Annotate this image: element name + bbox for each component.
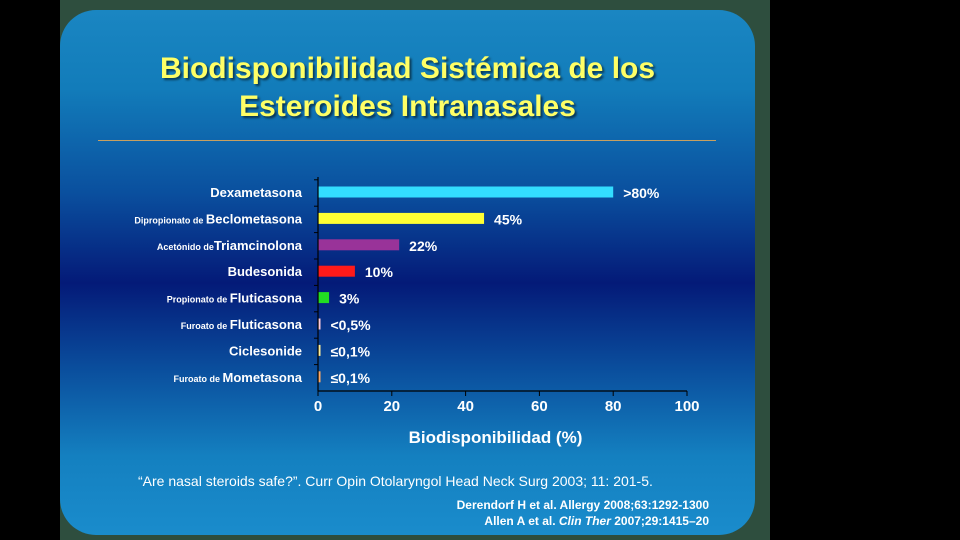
- category-prefix: Propionato de: [167, 295, 230, 305]
- slide-title-line2: Esteroides Intranasales: [239, 90, 576, 123]
- reference-allen-journal: Clin Ther: [558, 514, 611, 528]
- x-tick-label-20: 20: [383, 398, 400, 415]
- category-label-acet-nido-detriamcinolona: Acetónido deTriamcinolona: [157, 238, 303, 253]
- category-label-propionato-de-fluticasona: Propionato de Fluticasona: [167, 291, 303, 306]
- value-label-dipropionato-de-beclometasona: 45%: [494, 211, 523, 227]
- bar-acet-nido-detriamcinolona: [318, 239, 400, 251]
- bar-ciclesonide: [318, 344, 321, 356]
- right-letterbox: [770, 0, 960, 540]
- category-name: Budesonida: [228, 264, 303, 279]
- category-name: Fluticasona: [230, 317, 303, 332]
- bar-furoato-de-fluticasona: [318, 318, 321, 330]
- category-label-dipropionato-de-beclometasona: Dipropionato de Beclometasona: [134, 211, 302, 226]
- value-label-budesonida: 10%: [365, 264, 394, 280]
- bar-furoato-de-mometasona: [318, 371, 321, 383]
- left-letterbox: [0, 0, 60, 540]
- value-label-furoato-de-mometasona: ≤0,1%: [331, 370, 371, 386]
- slide: Biodisponibilidad Sistémica de los Ester…: [60, 10, 755, 535]
- x-tick-label-100: 100: [674, 398, 699, 415]
- bar-dipropionato-de-beclometasona: [318, 212, 485, 224]
- bar-propionato-de-fluticasona: [318, 292, 330, 304]
- x-tick-label-80: 80: [605, 398, 622, 415]
- category-label-ciclesonide: Ciclesonide: [229, 343, 302, 358]
- category-name: Triamcinolona: [214, 238, 303, 253]
- reference-allen: Allen A et al. Clin Ther 2007;29:1415–20: [484, 514, 709, 528]
- value-label-acet-nido-detriamcinolona: 22%: [409, 238, 438, 254]
- value-label-dexametasona: >80%: [623, 185, 660, 201]
- bar-budesonida: [318, 265, 355, 277]
- category-prefix: Acetónido de: [157, 242, 214, 252]
- bar-dexametasona: [318, 186, 614, 198]
- x-tick-label-40: 40: [457, 398, 474, 415]
- category-prefix: Furoato de: [174, 374, 223, 384]
- title-divider: [98, 140, 716, 141]
- bar-chart: Dexametasona >80% Dipropionato de Beclomet…: [134, 177, 700, 447]
- value-label-ciclesonide: ≤0,1%: [331, 343, 371, 359]
- x-tick-label-0: 0: [314, 398, 322, 415]
- slide-title-line1: Biodisponibilidad Sistémica de los: [159, 52, 656, 85]
- x-axis-title: Biodisponibilidad (%): [409, 428, 583, 447]
- category-name: Beclometasona: [206, 211, 303, 226]
- category-name: Ciclesonide: [229, 343, 302, 358]
- reference-allen-prefix: Allen A et al.: [484, 514, 559, 528]
- citation: “Are nasal steroids safe?”. Curr Opin Ot…: [138, 473, 653, 489]
- category-label-budesonida: Budesonida: [228, 264, 303, 279]
- category-name: Dexametasona: [210, 185, 303, 200]
- category-prefix: Furoato de: [181, 321, 230, 331]
- category-label-furoato-de-mometasona: Furoato de Mometasona: [174, 370, 303, 385]
- category-prefix: Dipropionato de: [134, 215, 206, 225]
- reference-derendorf: Derendorf H et al. Allergy 2008;63:1292-…: [456, 498, 709, 512]
- x-tick-label-60: 60: [531, 398, 548, 415]
- reference-allen-suffix: 2007;29:1415–20: [610, 514, 709, 528]
- value-label-propionato-de-fluticasona: 3%: [339, 291, 360, 307]
- category-name: Fluticasona: [230, 291, 303, 306]
- value-label-furoato-de-fluticasona: <0,5%: [331, 317, 372, 333]
- category-name: Mometasona: [223, 370, 303, 385]
- category-label-furoato-de-fluticasona: Furoato de Fluticasona: [181, 317, 303, 332]
- category-label-dexametasona: Dexametasona: [210, 185, 303, 200]
